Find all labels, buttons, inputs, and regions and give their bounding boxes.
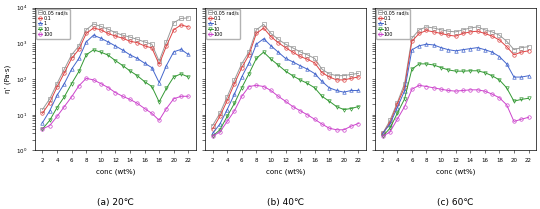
Legend: 0.05 rad/s, 0.1, 1, 10, 100: 0.05 rad/s, 0.1, 1, 10, 100 — [206, 9, 240, 38]
Text: (a) 20℃: (a) 20℃ — [97, 198, 134, 207]
Legend: 0.05 rad/s, 0.1, 1, 10, 100: 0.05 rad/s, 0.1, 1, 10, 100 — [36, 9, 70, 38]
Legend: 0.05 rad/s, 0.1, 1, 10, 100: 0.05 rad/s, 0.1, 1, 10, 100 — [376, 9, 410, 38]
Text: (b) 40℃: (b) 40℃ — [267, 198, 304, 207]
X-axis label: conc (wt%): conc (wt%) — [266, 169, 305, 175]
X-axis label: conc (wt%): conc (wt%) — [436, 169, 475, 175]
X-axis label: conc (wt%): conc (wt%) — [96, 169, 135, 175]
Text: (c) 60℃: (c) 60℃ — [437, 198, 474, 207]
Y-axis label: η’ (Pa·s): η’ (Pa·s) — [4, 65, 11, 93]
